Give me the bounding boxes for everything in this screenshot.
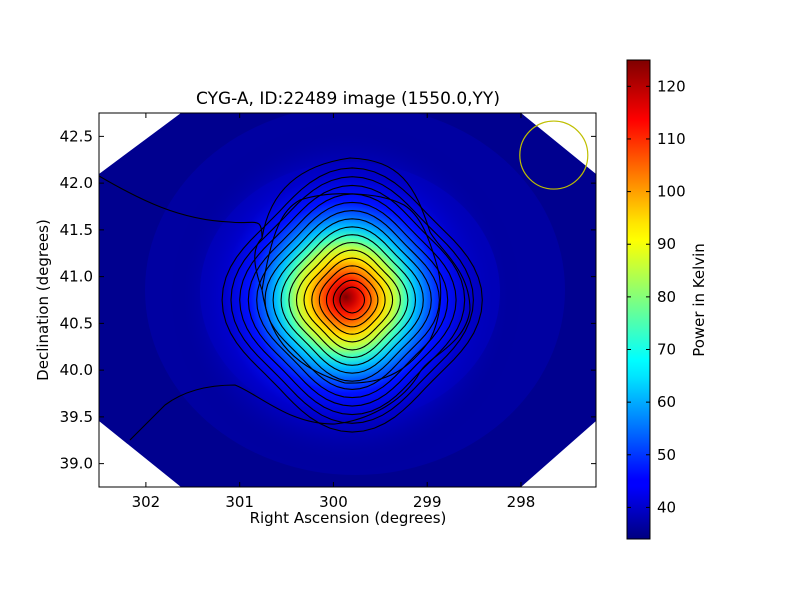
contour-line (221, 167, 483, 433)
contour-line (129, 157, 471, 441)
y-tick-label: 39.5 (60, 408, 93, 426)
colorbar-tick-label: 100 (657, 183, 686, 201)
y-axis: 39.0 39.5 40.0 40.5 41.0 41.5 42.0 42.5 (60, 127, 596, 473)
contour-line (332, 279, 372, 321)
colorbar-tick-label: 50 (657, 446, 676, 464)
y-tick-label: 39.0 (60, 455, 93, 473)
contour-line (247, 193, 457, 407)
x-tick-label: 301 (225, 493, 254, 511)
contour-line (99, 175, 263, 291)
y-axis-label: Declination (degrees) (34, 219, 52, 381)
chart-title: CYG-A, ID:22489 image (1550.0,YY) (196, 89, 500, 109)
colorbar-label: Power in Kelvin (690, 243, 708, 357)
y-tick-label: 42.0 (60, 174, 93, 192)
colorbar-ticks: 40 50 60 70 80 90 100 110 120 (627, 77, 686, 516)
contour-lines (99, 157, 483, 441)
contour-line (239, 184, 466, 416)
colorbar-tick-label: 110 (657, 130, 686, 148)
contour-line (272, 218, 432, 382)
x-tick-label: 298 (507, 493, 536, 511)
contour-line (230, 176, 474, 424)
y-tick-label: 42.5 (60, 127, 93, 145)
colorbar-tick-label: 40 (657, 498, 676, 516)
contour-line (303, 249, 401, 351)
x-tick-label: 299 (413, 493, 442, 511)
colorbar-tick-label: 70 (657, 341, 676, 359)
y-tick-label: 40.5 (60, 314, 93, 332)
plot-frame (98, 112, 597, 488)
colorbar-tick-label: 60 (657, 393, 676, 411)
source-emission (171, 122, 521, 472)
plot-area (99, 113, 596, 487)
x-axis: 302 301 300 299 298 (132, 113, 536, 511)
contour-line (295, 241, 409, 359)
contour-line (288, 234, 417, 366)
x-axis-label: Right Ascension (degrees) (250, 509, 447, 527)
contour-line (325, 272, 379, 328)
colorbar-tick-label: 90 (657, 235, 676, 253)
beam-circle (519, 120, 589, 190)
contour-line (318, 265, 386, 335)
x-tick-label: 302 (132, 493, 161, 511)
y-tick-label: 41.5 (60, 221, 93, 239)
colorbar-tick-label: 80 (657, 288, 676, 306)
contour-line (261, 193, 442, 384)
contour-line (280, 226, 424, 374)
y-tick-label: 40.0 (60, 361, 93, 379)
y-tick-label: 41.0 (60, 268, 93, 286)
colorbar-gradient (626, 59, 651, 540)
x-tick-label: 300 (319, 493, 348, 511)
contour-line (311, 257, 394, 343)
contour-line (264, 210, 440, 390)
colorbar: 40 50 60 70 80 90 100 110 120 Power in Kelvin (626, 59, 708, 540)
contour-line (256, 201, 449, 399)
colorbar-tick-label: 120 (657, 77, 686, 95)
contour-line (339, 286, 366, 314)
image-region (99, 113, 596, 487)
